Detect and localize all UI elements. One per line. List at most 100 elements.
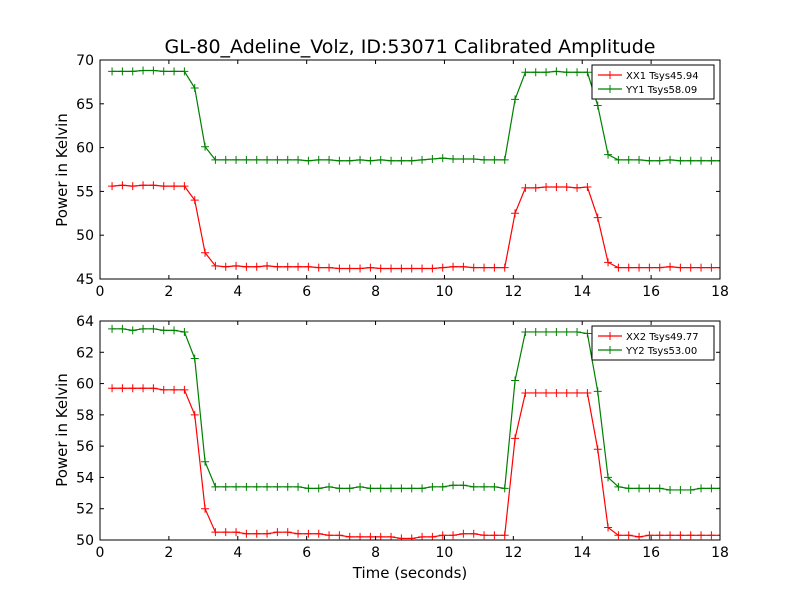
bottom-plot-area [108,324,720,540]
bottom-x-tick-label: 2 [164,545,173,561]
bottom-legend-marker-2 [606,346,614,354]
top-series-2-marker [366,156,375,165]
bottom-series-1-marker [263,529,272,538]
bottom-series-1-marker [624,531,633,540]
top-series-2-marker [345,156,354,165]
top-series-2-marker [387,156,396,165]
bottom-series-2-marker [593,387,602,396]
top-series-2-marker [356,155,365,164]
top-series-1-marker [232,261,241,270]
bottom-series-1-marker [397,534,406,540]
bottom-series-1-marker [304,529,313,538]
bottom-series-2-marker [531,327,540,336]
bottom-y-tick-label: 54 [76,470,94,486]
top-series-2-marker [717,160,720,162]
top-series-2-marker [480,155,489,164]
top-series-2-marker [624,155,633,164]
bottom-series-2-marker [480,482,489,491]
top-series-2-marker [666,155,675,164]
top-series-2-marker [139,66,148,75]
bottom-series-1-marker [593,445,602,454]
top-series-2-marker [469,154,478,163]
top-y-axis-label: Power in Kelvin [53,113,71,227]
bottom-series-2-marker [211,482,220,491]
top-series-2-marker [294,155,303,164]
top-series-1-marker [273,262,282,271]
top-series-2-marker [583,68,592,77]
bottom-series-1-marker [655,531,664,540]
top-series-2-marker [521,68,530,77]
top-series-1-marker [108,182,117,191]
top-series-2-marker [118,67,127,76]
top-x-tick-label: 2 [164,284,173,300]
top-series-2-marker [376,155,385,164]
bottom-legend-box [591,325,715,361]
bottom-series-2-marker [128,326,137,335]
bottom-series-2-marker [717,487,720,489]
bottom-series-2-marker [180,327,189,336]
top-series-2-marker [242,155,251,164]
top-series-2-marker [283,155,292,164]
bottom-series-1-marker [283,528,292,537]
top-series-1-marker [376,264,385,273]
top-series-1-marker [562,183,571,192]
bottom-series-2-marker [707,484,716,493]
top-series-2-marker [438,154,447,163]
bottom-series-2-marker [562,327,571,336]
bottom-series-2-marker [521,327,530,336]
top-x-tick-label: 14 [573,284,591,300]
top-series-1-marker [211,261,220,270]
top-series-1-marker [645,263,654,272]
bottom-series-2-marker [314,484,323,493]
bottom-series-2-marker [624,484,633,493]
top-series-2-marker [314,155,323,164]
top-series-2-marker [149,66,158,75]
bottom-series-2-marker [511,376,520,385]
top-series-1-marker [387,264,396,273]
bottom-series-1-marker [676,531,685,540]
bottom-series-1-marker [449,531,458,540]
top-series-1-marker [707,263,716,272]
top-series-1-marker [686,263,695,272]
top-y-tick-label: 65 [76,97,94,113]
top-series-1-marker [180,182,189,191]
figure-title: GL-80_Adeline_Volz, ID:53071 Calibrated … [165,36,656,58]
bottom-y-axis-label: Power in Kelvin [53,373,71,487]
bottom-series-2-marker [356,482,365,491]
top-series-2-marker [655,156,664,165]
top-series-2-marker [604,150,613,159]
bottom-series-2-marker [273,482,282,491]
bottom-y-tick-label: 58 [76,408,94,424]
bottom-series-2-marker [387,484,396,493]
top-x-tick-label: 18 [711,284,729,300]
top-series-2-marker [170,67,179,76]
bottom-x-tick-label: 12 [504,545,522,561]
bottom-series-1-marker [573,388,582,397]
top-series-1-marker [170,182,179,191]
bottom-series-2-marker [221,482,230,491]
top-series-2-marker [252,155,261,164]
bottom-x-tick-label: 8 [371,545,380,561]
top-series-1-marker [542,183,551,192]
bottom-series-1-marker [201,504,210,513]
top-series-1-marker [604,258,613,267]
bottom-series-2-marker [686,485,695,494]
bottom-series-1-marker [294,529,303,538]
bottom-series-2-marker [666,485,675,494]
top-series-2-marker [325,155,334,164]
top-series-2-marker [707,156,716,165]
bottom-series-1-marker [562,388,571,397]
top-series-1-marker [263,261,272,270]
top-series-1-marker [128,182,137,191]
top-series-2-marker [190,84,199,93]
top-series-1-marker [335,264,344,273]
top-series-1-marker [438,263,447,272]
top-series-1-marker [345,264,354,273]
bottom-series-1-marker [614,531,623,540]
bottom-series-2-marker [645,484,654,493]
bottom-series-2-marker [655,484,664,493]
top-series-1-marker [511,209,520,218]
top-series-2-marker [686,156,695,165]
